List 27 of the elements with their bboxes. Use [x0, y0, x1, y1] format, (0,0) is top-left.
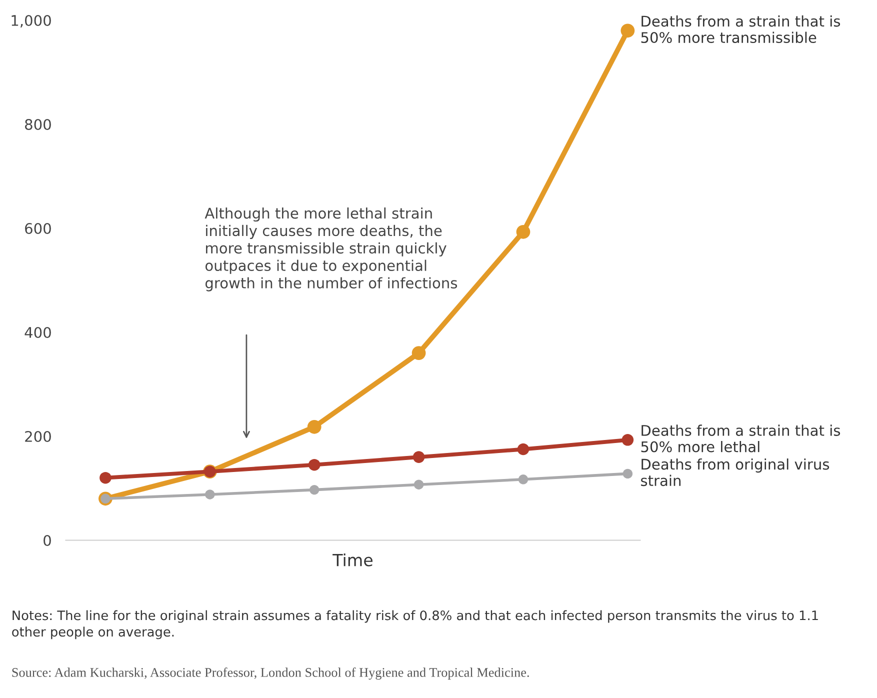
- point: [622, 468, 633, 479]
- y-tick-label: 800: [25, 118, 51, 130]
- point: [620, 24, 635, 38]
- point: [308, 458, 320, 471]
- series-label: Deaths from a strain that is 50% more transmissible: [641, 15, 840, 44]
- point: [518, 474, 528, 484]
- series-label: Deaths from a strain that is 50% more lethal: [641, 424, 840, 452]
- y-tick-label: 1,000: [12, 14, 51, 28]
- text: Notes: The line for the original strain assumes a fatality risk of 0.8% and that each infected person transmits the virus to 1.1 other people on average.: [12, 610, 818, 640]
- point: [307, 420, 322, 434]
- y-tick-label: 0: [44, 534, 51, 546]
- point: [414, 480, 424, 490]
- annotation: Although the more lethal strain initially causes more deaths, the more transmissible strain quickly outpaces it due to exponential growth in the number of infections: [204, 207, 458, 292]
- y-tick-label: 200: [25, 430, 51, 442]
- series-label: Deaths from original virus strain: [641, 458, 830, 486]
- point: [622, 434, 634, 446]
- y-tick-label: 400: [24, 326, 51, 338]
- y-tick-label: 600: [25, 222, 51, 234]
- source-note: Source: Adam Kucharski, Associate Professor, London School of Hygiene and Tropical Medicine.: [12, 668, 529, 680]
- point: [100, 472, 112, 484]
- point: [516, 224, 530, 239]
- point: [205, 490, 215, 500]
- point: [412, 346, 426, 360]
- x-axis-title: Time: [332, 553, 372, 566]
- point: [517, 443, 530, 456]
- point: [309, 484, 320, 495]
- point: [412, 451, 425, 463]
